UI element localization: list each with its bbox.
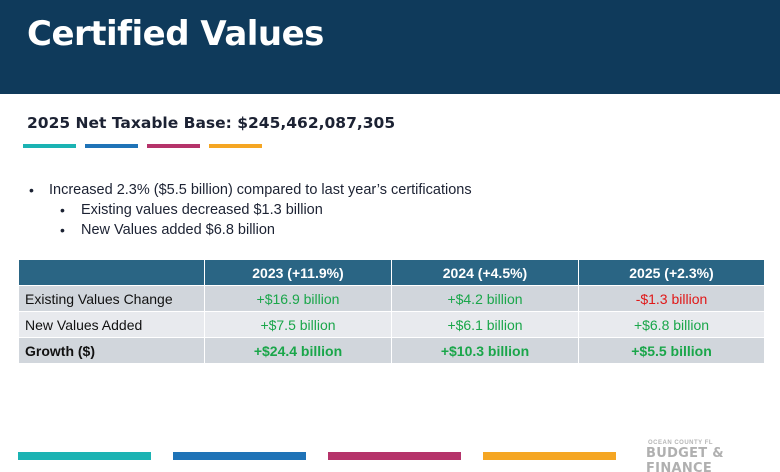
table-row: Existing Values Change +$16.9 billion +$… [18,285,765,312]
bullet-main-text: Increased 2.3% ($5.5 billion) compared t… [49,182,472,198]
header-cell-2025: 2025 (+2.3%) [578,259,765,286]
row-label: New Values Added [18,311,205,338]
row-label: Existing Values Change [18,285,205,312]
value-cell: +$16.9 billion [204,285,392,312]
logo-department-text: BUDGET & FINANCE [646,446,724,472]
bullet-dot-icon: • [60,202,65,218]
table-row: Growth ($) +$24.4 billion +$10.3 billion… [18,337,765,364]
accent-line-blue [85,144,138,148]
header-cell-2023: 2023 (+11.9%) [204,259,392,286]
footer-bar-magenta [328,452,461,460]
accent-lines [23,144,283,148]
page-title: Certified Values [27,14,324,54]
value-cell: +$24.4 billion [204,337,392,364]
header-cell-2024: 2024 (+4.5%) [391,259,579,286]
accent-line-magenta [147,144,200,148]
value-cell: +$5.5 billion [578,337,765,364]
bullet-main: • Increased 2.3% ($5.5 billion) compared… [29,180,472,200]
value-cell: -$1.3 billion [578,285,765,312]
footer-bar-teal [18,452,151,460]
header-cell-empty [18,259,205,286]
row-label: Growth ($) [18,337,205,364]
bullet-dot-icon: • [29,182,34,198]
logo-county-text: OCEAN COUNTY FL [648,440,714,446]
certified-values-table: 2023 (+11.9%) 2024 (+4.5%) 2025 (+2.3%) … [18,259,765,364]
value-cell: +$6.8 billion [578,311,765,338]
table-row: New Values Added +$7.5 billion +$6.1 bil… [18,311,765,338]
bullet-sub-1: • Existing values decreased $1.3 billion [29,200,472,220]
bullet-sub-text: Existing values decreased $1.3 billion [81,202,323,218]
value-cell: +$4.2 billion [391,285,579,312]
bullet-dot-icon: • [60,222,65,238]
value-cell: +$10.3 billion [391,337,579,364]
footer-bar-orange [483,452,616,460]
accent-line-teal [23,144,76,148]
table-header-row: 2023 (+11.9%) 2024 (+4.5%) 2025 (+2.3%) [18,259,765,286]
net-taxable-base-heading: 2025 Net Taxable Base: $245,462,087,305 [27,114,396,132]
budget-finance-logo: OCEAN COUNTY FL BUDGET & FINANCE [646,440,774,472]
bullet-sub-2: • New Values added $6.8 billion [29,220,472,240]
footer-bar-blue [173,452,306,460]
accent-line-orange [209,144,262,148]
footer-color-bars [0,452,780,460]
value-cell: +$7.5 billion [204,311,392,338]
header-banner: Certified Values [0,0,780,94]
value-cell: +$6.1 billion [391,311,579,338]
summary-bullets: • Increased 2.3% ($5.5 billion) compared… [29,180,472,240]
bullet-sub-text: New Values added $6.8 billion [81,222,276,238]
